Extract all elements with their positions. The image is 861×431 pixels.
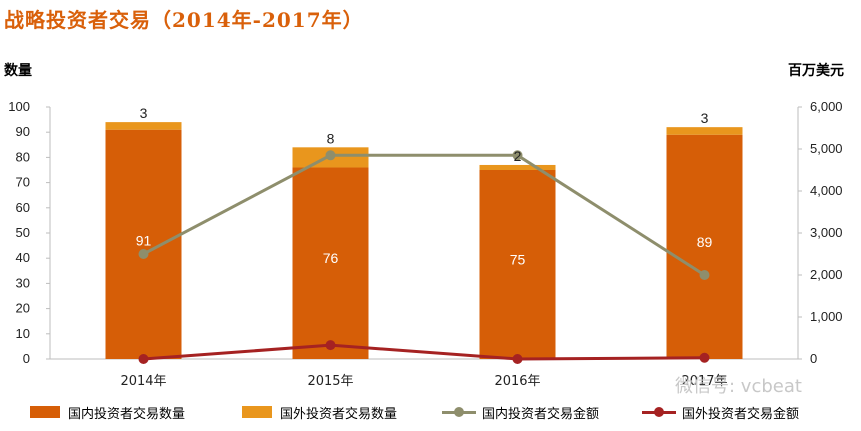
right-tick-label: 6,000 xyxy=(810,99,843,114)
bar-domestic-count xyxy=(666,134,743,359)
bar-domestic-count xyxy=(292,167,369,359)
left-tick-label: 30 xyxy=(16,275,30,290)
legend-item-domestic-count: 国内投资者交易数量 xyxy=(30,400,185,424)
left-tick-label: 70 xyxy=(16,175,30,190)
legend-item-foreign-count: 国外投资者交易数量 xyxy=(242,400,397,424)
right-tick-label: 2,000 xyxy=(810,267,843,282)
foreign-amount-line xyxy=(143,343,705,361)
x-tick-label: 2016年 xyxy=(494,374,540,389)
legend-label-domestic-count: 国内投资者交易数量 xyxy=(68,406,186,422)
right-tick-label: 1,000 xyxy=(810,309,843,324)
watermark: 微信号: vcbeat xyxy=(675,376,802,397)
bar-foreign-count xyxy=(105,122,182,130)
data-label-foreign-count: 3 xyxy=(140,105,148,121)
bar-domestic-count xyxy=(479,170,556,359)
legend-label-foreign-count: 国外投资者交易数量 xyxy=(280,406,398,422)
left-axis-unit: 数量 xyxy=(4,63,32,79)
foreign-amount-point xyxy=(512,354,523,364)
data-label-foreign-count: 8 xyxy=(327,130,335,146)
foreign-amount-point xyxy=(325,340,336,351)
right-tick-label: 4,000 xyxy=(810,183,843,198)
x-tick-label: 2014年 xyxy=(120,374,166,389)
data-label-foreign-count: 3 xyxy=(701,110,709,126)
legend-item-domestic-amount: 国内投资者交易金额 xyxy=(442,400,599,424)
left-tick-label: 80 xyxy=(16,149,30,164)
data-label-domestic-count: 76 xyxy=(323,250,339,266)
left-tick-label: 100 xyxy=(8,99,30,114)
data-label-domestic-count: 91 xyxy=(136,233,152,249)
bar-foreign-count xyxy=(666,127,743,135)
legend-label-foreign-amount: 国外投资者交易金额 xyxy=(682,406,800,422)
legend-swatch-domestic-amount xyxy=(442,406,476,418)
right-tick-label: 3,000 xyxy=(810,225,843,240)
legend-label-domestic-amount: 国内投资者交易金额 xyxy=(482,406,600,422)
left-tick-label: 0 xyxy=(23,351,30,366)
domestic-amount-point xyxy=(138,249,149,259)
foreign-amount-point xyxy=(699,352,710,363)
right-tick-label: 5,000 xyxy=(810,141,843,156)
legend-swatch-domestic-count xyxy=(30,406,60,418)
left-tick-label: 10 xyxy=(16,326,30,341)
legend-item-foreign-amount: 国外投资者交易金额 xyxy=(642,400,799,424)
bar-foreign-count xyxy=(479,164,556,170)
data-label-domestic-count: 75 xyxy=(510,252,526,268)
chart-legend: 国内投资者交易数量 国外投资者交易数量 国内投资者交易金额 国外投资者交易金额 xyxy=(30,400,860,424)
chart-title: 战略投资者交易（2014年-2017年） xyxy=(4,8,364,32)
right-axis-unit: 百万美元 xyxy=(788,63,844,79)
left-tick-label: 90 xyxy=(16,124,30,139)
right-tick-label: 0 xyxy=(810,351,817,366)
domestic-amount-point xyxy=(512,150,523,161)
domestic-amount-point xyxy=(699,270,710,280)
legend-swatch-foreign-count xyxy=(242,406,272,418)
x-tick-label: 2015年 xyxy=(307,374,353,389)
bar-domestic-count xyxy=(105,129,182,359)
data-label-domestic-count: 89 xyxy=(697,234,713,250)
legend-swatch-foreign-amount xyxy=(642,406,676,418)
left-tick-label: 20 xyxy=(16,301,30,316)
x-tick-label: 2017年 xyxy=(681,374,727,389)
left-tick-label: 60 xyxy=(16,200,30,215)
left-tick-label: 50 xyxy=(16,225,30,240)
foreign-amount-point xyxy=(138,354,149,364)
data-label-foreign-count: 2 xyxy=(514,148,522,164)
left-tick-label: 40 xyxy=(16,250,30,265)
domestic-amount-point xyxy=(325,150,336,161)
domestic-amount-line xyxy=(142,153,706,277)
